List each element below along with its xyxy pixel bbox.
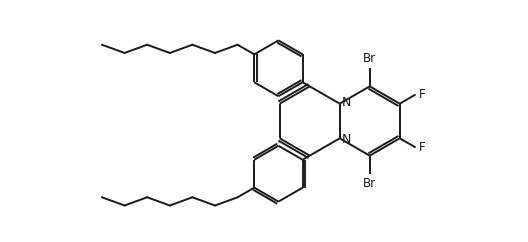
Text: Br: Br: [363, 177, 376, 190]
Text: F: F: [419, 141, 426, 154]
Text: Br: Br: [363, 52, 376, 65]
Text: N: N: [341, 133, 351, 146]
Text: F: F: [419, 88, 426, 101]
Text: N: N: [341, 96, 351, 109]
